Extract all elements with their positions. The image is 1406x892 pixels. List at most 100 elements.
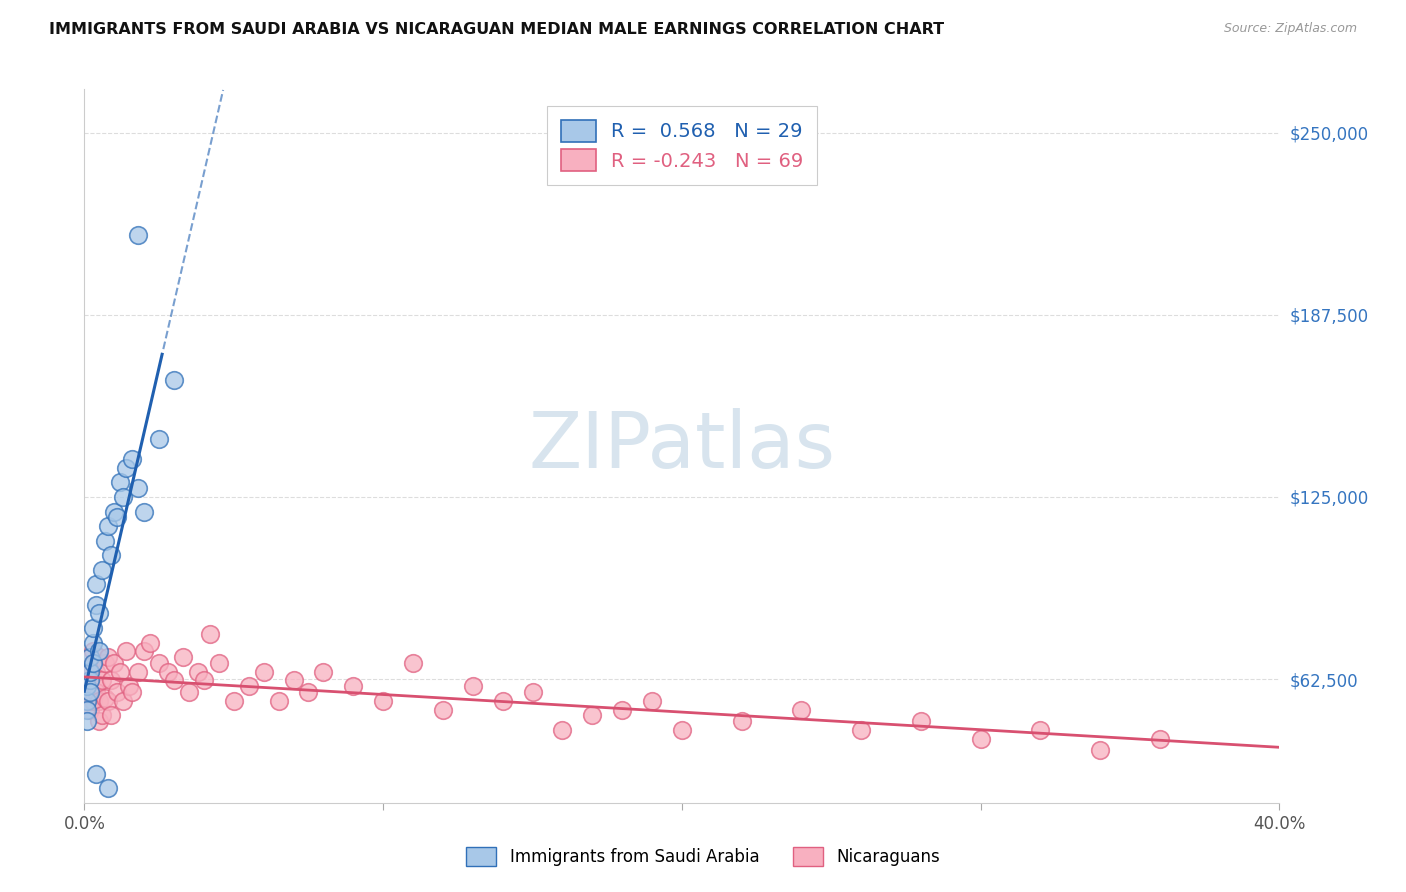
Point bbox=[89, 650, 111, 665]
Point bbox=[76, 679, 98, 693]
Point bbox=[118, 679, 141, 693]
Point bbox=[172, 650, 194, 665]
Legend: R =  0.568   N = 29, R = -0.243   N = 69: R = 0.568 N = 29, R = -0.243 N = 69 bbox=[547, 106, 817, 185]
Point bbox=[115, 460, 138, 475]
Point bbox=[402, 656, 425, 670]
Point bbox=[97, 781, 120, 796]
Point bbox=[267, 694, 290, 708]
Point bbox=[551, 723, 574, 737]
Point bbox=[82, 644, 104, 658]
Point bbox=[79, 673, 101, 688]
Point bbox=[79, 665, 101, 679]
Point bbox=[432, 703, 454, 717]
Point bbox=[132, 644, 156, 658]
Point bbox=[76, 694, 98, 708]
Point bbox=[127, 665, 149, 679]
Point bbox=[115, 644, 138, 658]
Point bbox=[187, 665, 209, 679]
Point bbox=[790, 703, 813, 717]
Point bbox=[1149, 731, 1171, 746]
Point bbox=[86, 679, 108, 693]
Point bbox=[461, 679, 484, 693]
Point bbox=[671, 723, 693, 737]
Point bbox=[193, 673, 215, 688]
Point bbox=[373, 694, 395, 708]
Point bbox=[103, 656, 125, 670]
Point bbox=[283, 673, 305, 688]
Point bbox=[731, 714, 754, 729]
Point bbox=[105, 685, 128, 699]
Point bbox=[100, 548, 122, 562]
Point bbox=[94, 690, 117, 705]
Point bbox=[86, 598, 108, 612]
Point bbox=[112, 490, 135, 504]
Point bbox=[522, 685, 544, 699]
Point bbox=[100, 708, 122, 723]
Point bbox=[312, 665, 335, 679]
Text: Source: ZipAtlas.com: Source: ZipAtlas.com bbox=[1223, 22, 1357, 36]
Point bbox=[198, 627, 221, 641]
Point bbox=[91, 673, 114, 688]
Point bbox=[76, 703, 98, 717]
Point bbox=[91, 563, 114, 577]
Point bbox=[89, 694, 111, 708]
Point bbox=[139, 635, 162, 649]
Point bbox=[612, 703, 634, 717]
Point bbox=[82, 621, 104, 635]
Point bbox=[79, 650, 101, 665]
Point bbox=[110, 475, 132, 490]
Point bbox=[100, 673, 122, 688]
Legend: Immigrants from Saudi Arabia, Nicaraguans: Immigrants from Saudi Arabia, Nicaraguan… bbox=[460, 840, 946, 873]
Point bbox=[94, 656, 117, 670]
Point bbox=[110, 665, 132, 679]
Point bbox=[86, 577, 108, 591]
Point bbox=[76, 665, 98, 679]
Point bbox=[148, 432, 170, 446]
Point bbox=[910, 714, 932, 729]
Point bbox=[97, 650, 120, 665]
Point bbox=[253, 665, 276, 679]
Point bbox=[105, 510, 128, 524]
Point bbox=[121, 452, 143, 467]
Point bbox=[86, 665, 108, 679]
Point bbox=[94, 533, 117, 548]
Point bbox=[581, 708, 603, 723]
Point bbox=[297, 685, 319, 699]
Point bbox=[177, 685, 200, 699]
Point bbox=[82, 656, 104, 670]
Point bbox=[342, 679, 364, 693]
Point bbox=[79, 673, 101, 688]
Text: IMMIGRANTS FROM SAUDI ARABIA VS NICARAGUAN MEDIAN MALE EARNINGS CORRELATION CHAR: IMMIGRANTS FROM SAUDI ARABIA VS NICARAGU… bbox=[49, 22, 945, 37]
Point bbox=[79, 685, 101, 699]
Point bbox=[112, 694, 135, 708]
Point bbox=[492, 694, 515, 708]
Point bbox=[1090, 743, 1112, 757]
Point bbox=[127, 481, 149, 495]
Point bbox=[132, 504, 156, 518]
Point bbox=[148, 656, 170, 670]
Point bbox=[238, 679, 260, 693]
Point bbox=[208, 656, 231, 670]
Point bbox=[76, 694, 98, 708]
Point bbox=[970, 731, 993, 746]
Point bbox=[163, 374, 186, 388]
Point bbox=[76, 714, 98, 729]
Point bbox=[851, 723, 873, 737]
Point bbox=[79, 703, 101, 717]
Point bbox=[127, 227, 149, 242]
Point bbox=[103, 504, 125, 518]
Point bbox=[97, 694, 120, 708]
Point bbox=[641, 694, 664, 708]
Point bbox=[89, 607, 111, 621]
Point bbox=[89, 714, 111, 729]
Text: ZIPatlas: ZIPatlas bbox=[529, 408, 835, 484]
Point bbox=[157, 665, 180, 679]
Point bbox=[86, 766, 108, 780]
Point bbox=[1029, 723, 1052, 737]
Point bbox=[82, 694, 104, 708]
Point bbox=[121, 685, 143, 699]
Point bbox=[91, 708, 114, 723]
Point bbox=[163, 673, 186, 688]
Point bbox=[86, 685, 108, 699]
Point bbox=[222, 694, 245, 708]
